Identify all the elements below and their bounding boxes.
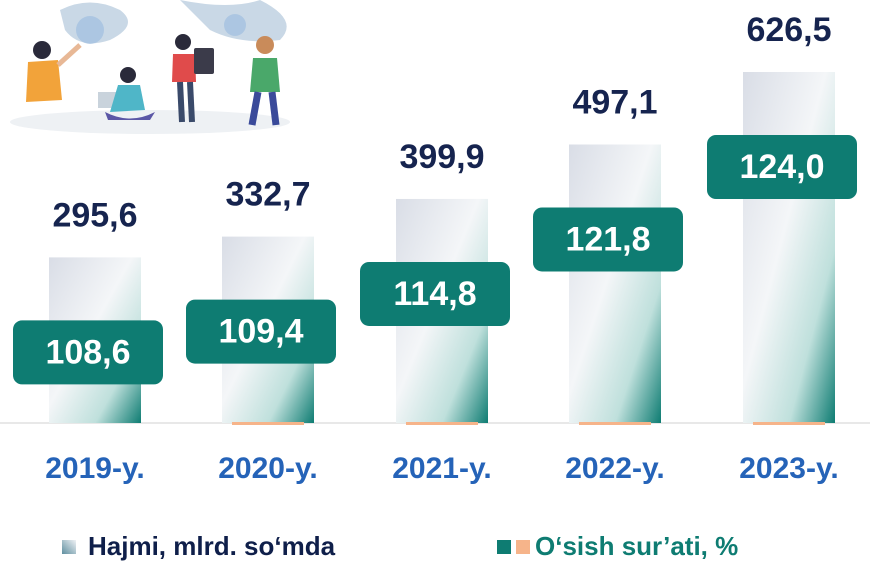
legend-swatch xyxy=(516,540,530,554)
x-tick-label: 2019-y. xyxy=(45,452,145,485)
growth-box xyxy=(186,299,336,364)
legend-label: Hajmi, mlrd. so‘mda xyxy=(88,531,336,561)
x-tick-label: 2022-y. xyxy=(565,452,665,485)
x-tick-label: 2020-y. xyxy=(218,452,318,485)
growth-label: 124,0 xyxy=(739,148,824,186)
growth-box xyxy=(707,135,857,199)
value-label: 399,9 xyxy=(399,138,484,176)
growth-box xyxy=(533,207,683,272)
legend-label: O‘sish sur’ati, % xyxy=(535,531,738,561)
bar xyxy=(743,72,835,423)
x-tick-label: 2023-y. xyxy=(739,452,839,485)
value-label: 497,1 xyxy=(572,83,657,121)
growth-label: 109,4 xyxy=(218,313,303,351)
legend-swatch xyxy=(62,540,76,554)
value-label: 626,5 xyxy=(746,11,831,49)
x-tick-label: 2021-y. xyxy=(392,452,492,485)
legend-swatch xyxy=(497,540,511,554)
growth-label: 114,8 xyxy=(393,275,476,313)
base-accent xyxy=(579,422,651,425)
bar xyxy=(569,144,661,423)
value-label: 295,6 xyxy=(52,196,137,234)
growth-label: 121,8 xyxy=(565,220,650,258)
growth-box xyxy=(13,320,163,385)
base-accent xyxy=(232,422,304,425)
base-accent xyxy=(406,422,478,425)
illustration xyxy=(10,0,290,134)
growth-label: 108,6 xyxy=(45,333,130,371)
legend: Hajmi, mlrd. so‘mda O‘sish sur’ati, % xyxy=(62,531,738,561)
growth-box xyxy=(360,261,510,326)
value-label: 332,7 xyxy=(225,176,310,214)
base-accent xyxy=(753,422,825,425)
